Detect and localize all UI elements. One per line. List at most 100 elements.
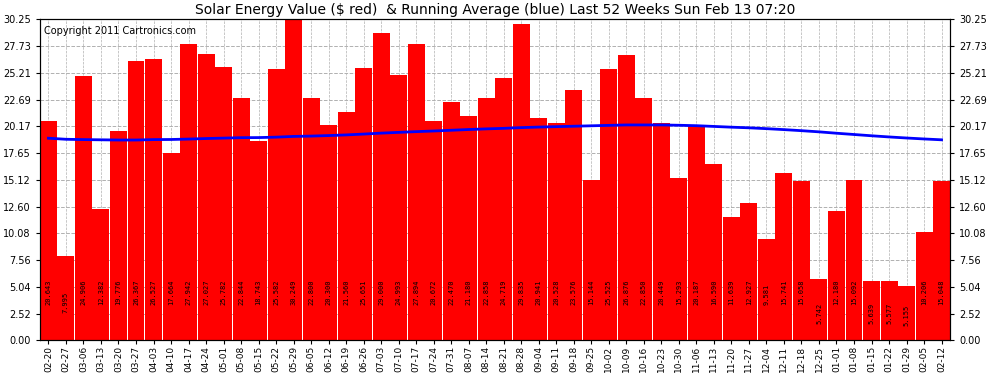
Text: 24.993: 24.993 (396, 280, 402, 305)
Bar (495, 78, 512, 340)
Bar (513, 24, 530, 340)
Text: 12.180: 12.180 (834, 280, 840, 305)
Text: 27.942: 27.942 (185, 280, 191, 305)
Text: 15.293: 15.293 (676, 280, 682, 305)
Bar (547, 123, 564, 340)
Bar (145, 59, 162, 340)
Text: 23.576: 23.576 (571, 280, 577, 305)
Bar (828, 211, 845, 340)
Bar (600, 69, 618, 341)
Bar (303, 98, 320, 340)
Text: 22.844: 22.844 (238, 280, 245, 305)
Text: 5.742: 5.742 (816, 302, 822, 324)
Bar (443, 102, 459, 340)
Bar (355, 68, 372, 340)
Text: 25.525: 25.525 (606, 280, 612, 305)
Bar (863, 280, 880, 340)
Text: 21.560: 21.560 (344, 280, 349, 305)
Bar (688, 126, 705, 341)
Bar (758, 239, 775, 340)
Text: 20.941: 20.941 (536, 280, 542, 305)
Bar (162, 153, 179, 340)
Text: 16.590: 16.590 (711, 280, 717, 305)
Bar (215, 67, 232, 340)
Bar (793, 181, 810, 340)
Bar (198, 54, 215, 340)
Bar (741, 203, 757, 340)
Text: 27.027: 27.027 (203, 280, 209, 305)
Text: 11.639: 11.639 (729, 280, 735, 305)
Text: 12.382: 12.382 (98, 280, 104, 305)
Text: 9.581: 9.581 (763, 284, 769, 305)
Text: 5.639: 5.639 (868, 303, 874, 324)
Bar (426, 121, 443, 340)
Text: Copyright 2011 Cartronics.com: Copyright 2011 Cartronics.com (45, 26, 196, 36)
Bar (706, 164, 723, 340)
Bar (92, 209, 110, 340)
Text: 29.000: 29.000 (378, 280, 384, 305)
Bar (898, 286, 915, 340)
Bar (916, 232, 933, 340)
Text: 21.180: 21.180 (465, 280, 471, 305)
Text: 7.995: 7.995 (63, 292, 69, 313)
Text: 25.582: 25.582 (273, 280, 279, 305)
Bar (583, 180, 600, 340)
Text: 24.906: 24.906 (80, 280, 86, 305)
Bar (233, 98, 249, 340)
Text: 15.048: 15.048 (939, 280, 944, 305)
Bar (531, 118, 547, 340)
Text: 15.741: 15.741 (781, 280, 787, 305)
Text: 15.092: 15.092 (851, 280, 857, 305)
Text: 22.800: 22.800 (308, 280, 314, 305)
Text: 25.651: 25.651 (360, 280, 366, 305)
Text: 17.664: 17.664 (168, 280, 174, 305)
Bar (652, 123, 670, 340)
Bar (460, 116, 477, 340)
Text: 26.876: 26.876 (624, 280, 630, 305)
Text: 10.206: 10.206 (921, 280, 927, 305)
Text: 30.249: 30.249 (291, 280, 297, 305)
Text: 26.367: 26.367 (133, 280, 139, 305)
Text: 20.300: 20.300 (326, 280, 332, 305)
Bar (618, 55, 635, 340)
Bar (880, 281, 898, 340)
Bar (57, 255, 74, 340)
Text: 20.643: 20.643 (46, 280, 51, 305)
Bar (285, 20, 302, 340)
Text: 20.187: 20.187 (693, 280, 699, 305)
Bar (478, 98, 495, 340)
Bar (128, 60, 145, 340)
Text: 26.527: 26.527 (150, 280, 156, 305)
Text: 15.144: 15.144 (588, 280, 594, 305)
Bar (723, 217, 740, 340)
Bar (372, 33, 390, 340)
Bar (110, 130, 127, 340)
Bar (775, 173, 792, 340)
Bar (408, 44, 425, 340)
Bar (565, 90, 582, 340)
Text: 20.672: 20.672 (431, 280, 437, 305)
Bar (320, 125, 338, 340)
Bar (40, 121, 57, 340)
Text: 12.927: 12.927 (745, 280, 752, 305)
Text: 22.470: 22.470 (448, 280, 454, 305)
Bar (75, 76, 92, 340)
Bar (180, 44, 197, 340)
Text: 24.719: 24.719 (501, 280, 507, 305)
Bar (338, 112, 354, 340)
Bar (845, 180, 862, 340)
Text: 22.850: 22.850 (641, 280, 646, 305)
Title: Solar Energy Value ($ red)  & Running Average (blue) Last 52 Weeks Sun Feb 13 07: Solar Energy Value ($ red) & Running Ave… (195, 3, 795, 17)
Text: 5.577: 5.577 (886, 303, 892, 324)
Text: 20.449: 20.449 (658, 280, 664, 305)
Bar (250, 141, 267, 340)
Text: 20.528: 20.528 (553, 280, 559, 305)
Bar (670, 178, 687, 340)
Text: 18.743: 18.743 (255, 280, 261, 305)
Bar (636, 98, 652, 340)
Text: 5.155: 5.155 (904, 305, 910, 326)
Bar (390, 75, 407, 340)
Text: 22.858: 22.858 (483, 280, 489, 305)
Bar (811, 279, 828, 340)
Bar (933, 181, 950, 340)
